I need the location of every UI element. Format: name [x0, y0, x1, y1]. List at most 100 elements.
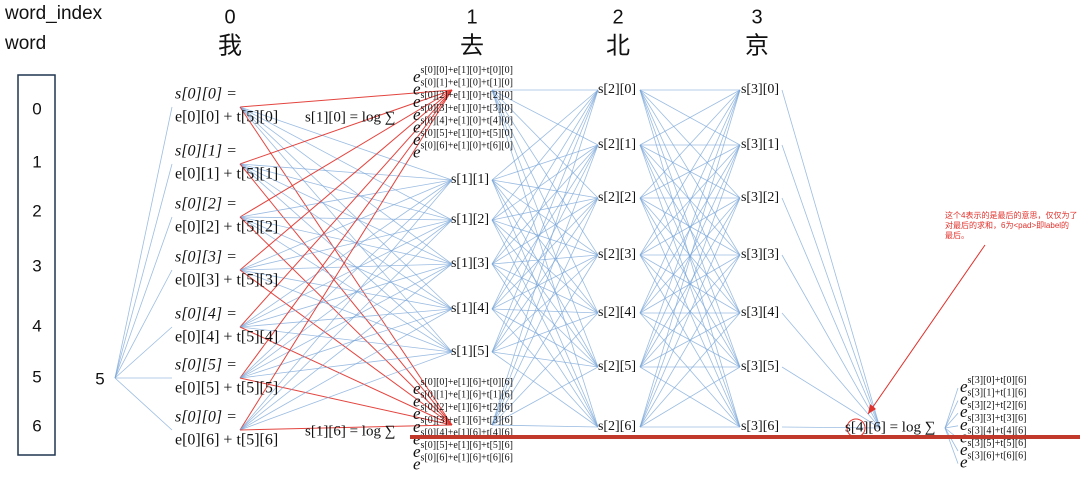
edge [639, 254, 741, 314]
exp-base: e [413, 442, 421, 461]
edge [239, 351, 453, 379]
edge [239, 216, 453, 310]
edge [239, 163, 453, 221]
exp-power: s[0][0]+e[1][0]+t[0][0] [421, 65, 513, 76]
exp-power: s[0][2]+e[1][6]+t[2][6] [421, 402, 513, 413]
exp-power: s[0][5]+e[1][6]+t[5][6] [421, 440, 513, 451]
red-edge [239, 326, 453, 426]
edge [491, 219, 599, 314]
red-edge [239, 89, 453, 431]
labels: 0 我 1 去 2 北 3 京 0 1 2 3 4 5 6 5 s[0][0] = e[0][0] + t[5][… [32, 6, 1077, 473]
edge [639, 366, 741, 428]
edge [639, 197, 741, 368]
edge [491, 144, 599, 426]
edge [639, 197, 741, 256]
edge [239, 163, 453, 265]
emission-transition: e[0][2] + t[5][2] [175, 219, 278, 236]
exp-term: es[0][2]+e[1][6]+t[2][6] [413, 402, 513, 423]
edge [491, 263, 599, 428]
column-word: 北 [606, 33, 630, 60]
edge [491, 179, 599, 256]
exp-power: s[0][1]+e[1][6]+t[1][6] [421, 390, 513, 401]
emission-transition: e[0][0] + t[5][0] [175, 109, 278, 126]
edge [491, 144, 599, 221]
s-node: s[3][5] [741, 359, 779, 374]
exp-power: s[0][6]+e[1][0]+t[6][0] [421, 141, 513, 152]
edge [491, 144, 599, 310]
edge [639, 89, 741, 199]
exp-base: e [413, 455, 421, 474]
edge [239, 163, 453, 310]
exp-base: e [413, 417, 421, 436]
exp-power: s[0][0]+e[1][6]+t[0][6] [421, 377, 513, 388]
edge [491, 89, 599, 221]
exp-term: es[3][0]+t[0][6] [960, 375, 1027, 396]
annotation-line: 最后。 [945, 230, 969, 240]
annotation-line: 这个4表示的是最后的意思，仅仅为了 [945, 210, 1077, 220]
exp-term: es[3][3]+t[3][6] [960, 413, 1027, 434]
exp-term: es[0][4]+e[1][0]+t[4][0] [413, 116, 513, 137]
edge [491, 197, 599, 265]
edge [491, 197, 599, 426]
exp-power: s[0][4]+e[1][0]+t[4][0] [421, 116, 513, 127]
edge [239, 263, 453, 379]
s-node: s[0][3] = [175, 249, 237, 266]
edge [491, 366, 599, 426]
s-node: s[0][0] = [175, 409, 237, 426]
exp-power: s[0][3]+e[1][0]+t[3][0] [421, 103, 513, 114]
edge [491, 179, 599, 314]
label-index: 4 [32, 316, 41, 335]
edge [239, 216, 453, 265]
edge [639, 197, 741, 428]
exp-base: e [960, 440, 968, 459]
edge [639, 254, 741, 368]
exp-power: s[0][4]+e[1][6]+t[4][6] [421, 428, 513, 439]
edge [491, 179, 599, 199]
edge [639, 89, 741, 256]
edge [239, 308, 453, 328]
exp-power: s[3][0]+t[0][6] [968, 375, 1027, 386]
edges [114, 89, 959, 464]
exp-power: s[0][2]+e[1][0]+t[2][0] [421, 90, 513, 101]
start-label: 5 [95, 369, 104, 388]
s-node: s[3][2] [741, 190, 779, 205]
edge [239, 163, 453, 181]
label-index: 2 [32, 201, 41, 220]
exp-base: e [960, 377, 968, 396]
exp-power: s[3][5]+t[5][6] [968, 438, 1027, 449]
red-edge [239, 89, 453, 328]
column-index: 2 [612, 6, 623, 28]
arrow-head [868, 404, 876, 414]
annotation-arrow [867, 244, 986, 415]
edge [239, 351, 453, 431]
edge [114, 269, 173, 379]
edge [239, 179, 453, 379]
exp-term: es[0][0]+e[1][0]+t[0][0] [413, 65, 513, 86]
edge [239, 179, 453, 271]
edge [639, 89, 741, 368]
s-node: s[1][5] [451, 344, 489, 359]
exp-base: e [413, 92, 421, 111]
edge [239, 216, 453, 221]
edge [114, 377, 173, 431]
exp-term: es[0][0]+e[1][6]+t[0][6] [413, 377, 513, 398]
emission-transition: e[0][5] + t[5][5] [175, 380, 278, 397]
edge [114, 163, 173, 379]
column-index: 1 [466, 6, 477, 28]
label-box [17, 74, 56, 456]
edge [491, 144, 599, 181]
edge [239, 269, 453, 310]
red-edge [239, 89, 453, 108]
edge [639, 144, 741, 256]
edge [491, 179, 599, 368]
exp-base: e [413, 392, 421, 411]
edge [639, 89, 741, 146]
exp-base: e [413, 105, 421, 124]
s-node: s[2][2] [598, 190, 636, 205]
edge [491, 89, 599, 146]
exp-base: e [413, 379, 421, 398]
s-node: s[3][0] [741, 82, 779, 97]
exp-base: e [960, 453, 968, 472]
emission-transition: e[0][3] + t[5][3] [175, 272, 278, 289]
